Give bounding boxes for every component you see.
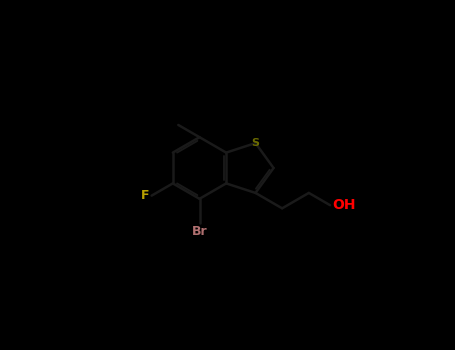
Text: S: S — [252, 138, 259, 148]
Text: Br: Br — [192, 225, 207, 238]
Text: OH: OH — [332, 198, 355, 212]
Text: F: F — [142, 189, 150, 202]
